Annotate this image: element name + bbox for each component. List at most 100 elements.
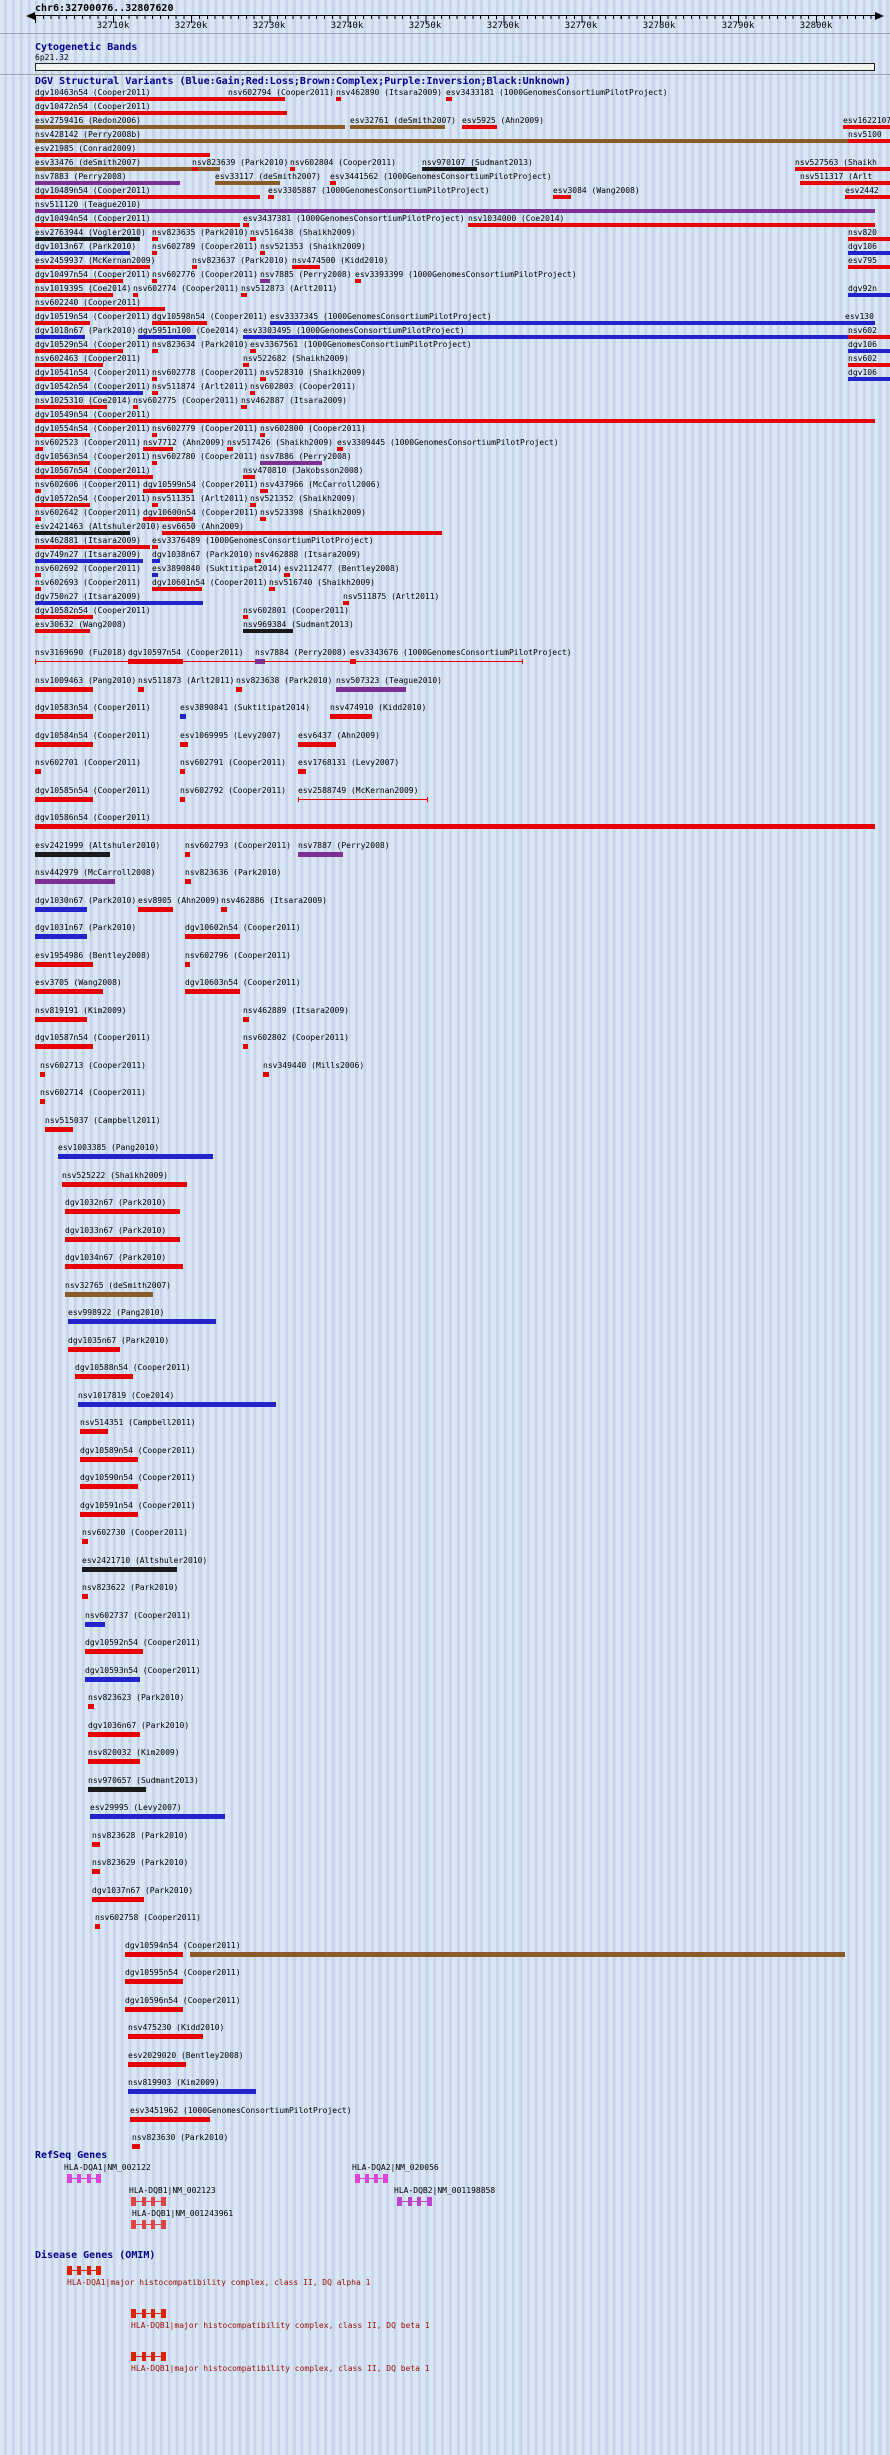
variant-bar[interactable] bbox=[298, 852, 343, 857]
variant-label[interactable]: esv795 bbox=[848, 256, 877, 265]
variant-label[interactable]: nsv602774 (Cooper2011) bbox=[133, 284, 239, 293]
variant-label[interactable]: nsv819903 (Kim2009) bbox=[128, 2078, 220, 2087]
variant-bar[interactable] bbox=[843, 125, 890, 129]
variant-label[interactable]: esv3441562 (1000GenomesConsortiumPilotPr… bbox=[330, 172, 552, 181]
variant-label[interactable]: nsv602606 (Cooper2011) bbox=[35, 480, 141, 489]
variant-bar[interactable] bbox=[260, 517, 266, 521]
variant-label[interactable]: dgv749n27 (Itsara2009) bbox=[35, 550, 141, 559]
variant-label[interactable]: esv21985 (Conrad2009) bbox=[35, 144, 137, 153]
variant-label[interactable]: nsv602776 (Cooper2011) bbox=[152, 270, 258, 279]
variant-bar[interactable] bbox=[128, 2034, 203, 2039]
variant-label[interactable]: nsv823638 (Park2010) bbox=[236, 676, 333, 685]
variant-bar[interactable] bbox=[92, 1842, 100, 1847]
variant-label[interactable]: nsv602693 (Cooper2011) bbox=[35, 578, 141, 587]
variant-bar[interactable] bbox=[185, 989, 240, 994]
variant-bar[interactable] bbox=[255, 559, 261, 563]
variant-bar[interactable] bbox=[848, 363, 890, 367]
variant-bar[interactable] bbox=[125, 2007, 183, 2012]
variant-label[interactable]: dgv10594n54 (Cooper2011) bbox=[125, 1941, 241, 1950]
variant-bar[interactable] bbox=[92, 1869, 100, 1874]
variant-bar[interactable] bbox=[243, 1044, 248, 1049]
variant-bar[interactable] bbox=[35, 363, 103, 367]
variant-bar[interactable] bbox=[192, 265, 197, 269]
variant-bar[interactable] bbox=[88, 1732, 140, 1737]
variant-label[interactable]: dgv92n bbox=[848, 284, 877, 293]
variant-bar[interactable] bbox=[422, 167, 477, 171]
variant-label[interactable]: esv2112477 (Bentley2008) bbox=[284, 564, 400, 573]
variant-label[interactable]: nsv511875 (Arlt2011) bbox=[343, 592, 440, 601]
variant-label[interactable]: dgv10603n54 (Cooper2011) bbox=[185, 978, 301, 987]
variant-label[interactable]: dgv10567n54 (Cooper2011) bbox=[35, 466, 151, 475]
variant-bar[interactable] bbox=[88, 1787, 146, 1792]
variant-bar[interactable] bbox=[848, 251, 890, 255]
gene-glyph[interactable] bbox=[67, 2266, 101, 2275]
variant-bar[interactable] bbox=[35, 1017, 87, 1022]
variant-bar[interactable] bbox=[35, 433, 90, 437]
variant-bar[interactable] bbox=[350, 659, 356, 664]
variant-label[interactable]: nsv823623 (Park2010) bbox=[88, 1693, 185, 1702]
variant-label[interactable]: nsv970107 (Sudmant2013) bbox=[422, 158, 533, 167]
variant-bar[interactable] bbox=[260, 251, 265, 255]
variant-label[interactable]: nsv823630 (Park2010) bbox=[132, 2133, 229, 2142]
variant-bar[interactable] bbox=[243, 629, 293, 633]
variant-label[interactable]: esv3303495 (1000GenomesConsortiumPilotPr… bbox=[243, 326, 465, 335]
variant-label[interactable]: nsv511874 (Arlt2011) bbox=[152, 382, 249, 391]
variant-label[interactable]: nsv969384 (Sudmant2013) bbox=[243, 620, 354, 629]
variant-bar[interactable] bbox=[255, 659, 265, 664]
variant-label[interactable]: nsv511317 (Arlt bbox=[800, 172, 873, 181]
variant-label[interactable]: nsv428142 (Perry2008b) bbox=[35, 130, 141, 139]
variant-label[interactable]: nsv7712 (Ahn2009) bbox=[143, 438, 225, 447]
variant-bar[interactable] bbox=[336, 687, 406, 692]
variant-label[interactable]: esv2421710 (Altshuler2010) bbox=[82, 1556, 208, 1565]
variant-bar[interactable] bbox=[845, 321, 875, 325]
variant-bar[interactable] bbox=[243, 1017, 249, 1022]
variant-bar[interactable] bbox=[80, 1484, 138, 1489]
variant-label[interactable]: esv32761 (deSmith2007) bbox=[350, 116, 456, 125]
variant-label[interactable]: esv2763944 (Vogler2010) bbox=[35, 228, 146, 237]
variant-bar[interactable] bbox=[35, 475, 153, 479]
variant-bar[interactable] bbox=[80, 1457, 138, 1462]
variant-label[interactable]: dgv10599n54 (Cooper2011) bbox=[143, 480, 259, 489]
variant-label[interactable]: nsv507323 (Teague2010) bbox=[336, 676, 442, 685]
variant-bar[interactable] bbox=[848, 335, 890, 339]
variant-bar[interactable] bbox=[152, 433, 157, 437]
variant-label[interactable]: nsv602714 (Cooper2011) bbox=[40, 1088, 146, 1097]
variant-bar[interactable] bbox=[35, 824, 875, 829]
variant-label[interactable]: nsv7885 (Perry2008) bbox=[260, 270, 352, 279]
variant-label[interactable]: esv1768131 (Levy2007) bbox=[298, 758, 400, 767]
variant-label[interactable]: dgv1035n67 (Park2010) bbox=[68, 1336, 170, 1345]
variant-bar[interactable] bbox=[35, 377, 90, 381]
variant-label[interactable]: nsv602 bbox=[848, 354, 877, 363]
variant-bar[interactable] bbox=[845, 195, 890, 199]
variant-bar[interactable] bbox=[243, 223, 249, 227]
variant-bar[interactable] bbox=[62, 1182, 187, 1187]
variant-bar[interactable] bbox=[462, 125, 497, 129]
variant-label[interactable]: dgv10519n54 (Cooper2011) bbox=[35, 312, 151, 321]
gene-label[interactable]: HLA-DQB1|major histocompatibility comple… bbox=[131, 2321, 430, 2330]
variant-bar[interactable] bbox=[192, 167, 198, 171]
variant-label[interactable]: dgv10597n54 (Cooper2011) bbox=[128, 648, 244, 657]
variant-bar[interactable] bbox=[35, 265, 150, 269]
variant-bar[interactable] bbox=[128, 659, 183, 664]
variant-label[interactable]: nsv349440 (Mills2006) bbox=[263, 1061, 365, 1070]
gene-glyph[interactable] bbox=[131, 2220, 166, 2229]
gene-glyph[interactable] bbox=[397, 2197, 432, 2206]
variant-label[interactable]: esv998922 (Pang2010) bbox=[68, 1308, 165, 1317]
variant-label[interactable]: dgv1033n67 (Park2010) bbox=[65, 1226, 167, 1235]
variant-label[interactable]: nsv462886 (Itsara2009) bbox=[221, 896, 327, 905]
variant-label[interactable]: dgv10596n54 (Cooper2011) bbox=[125, 1996, 241, 2005]
gene-label[interactable]: HLA-DQB2|NM_001198858 bbox=[394, 2186, 496, 2195]
gene-glyph[interactable] bbox=[67, 2174, 101, 2183]
variant-label[interactable]: nsv823629 (Park2010) bbox=[92, 1858, 189, 1867]
variant-bar[interactable] bbox=[143, 517, 193, 521]
variant-label[interactable]: esv3433181 (1000GenomesConsortiumPilotPr… bbox=[446, 88, 668, 97]
variant-bar[interactable] bbox=[290, 167, 295, 171]
variant-bar[interactable] bbox=[65, 1264, 183, 1269]
variant-bar[interactable] bbox=[260, 377, 266, 381]
variant-bar[interactable] bbox=[185, 852, 190, 857]
variant-bar[interactable] bbox=[92, 1897, 144, 1902]
variant-label[interactable]: dgv10588n54 (Cooper2011) bbox=[75, 1363, 191, 1372]
variant-bar[interactable] bbox=[330, 714, 372, 719]
variant-bar[interactable] bbox=[848, 265, 890, 269]
variant-label[interactable]: esv2459937 (McKernan2009) bbox=[35, 256, 156, 265]
